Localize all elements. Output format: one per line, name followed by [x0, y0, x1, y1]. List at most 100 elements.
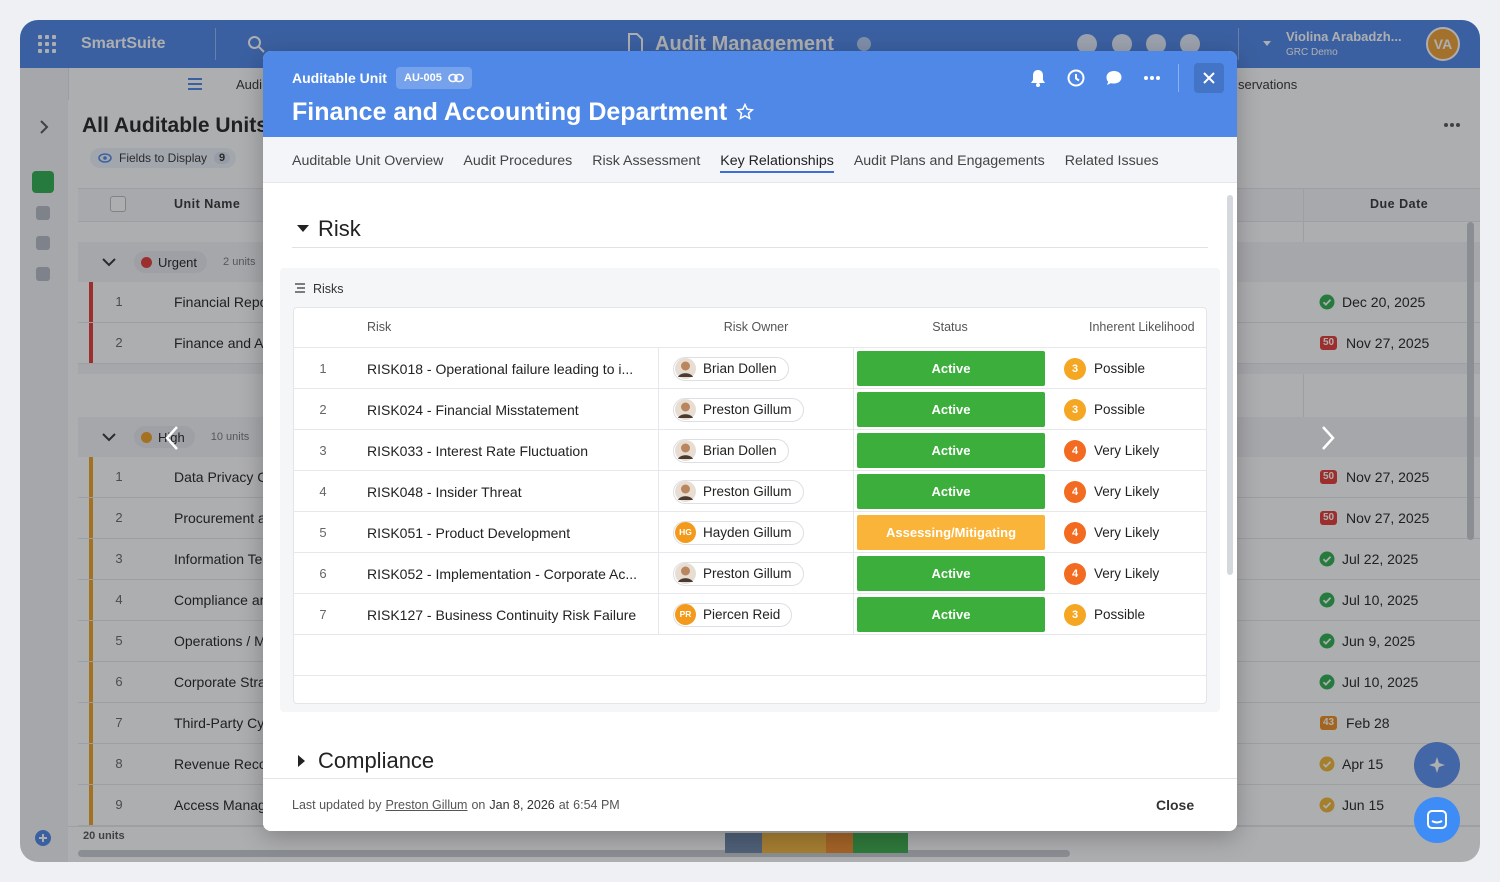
risk-name: RISK018 - Operational failure leading to…: [367, 360, 634, 377]
group-toggle-svg: [102, 433, 116, 442]
owner-chip[interactable]: Brian Dollen: [673, 356, 789, 381]
sidebar-active[interactable]: [32, 171, 54, 193]
header-action-icon[interactable]: [1111, 33, 1133, 55]
chat-button[interactable]: [1414, 797, 1460, 843]
owner-chip[interactable]: PR Piercen Reid: [673, 602, 793, 627]
unit-name: Third-Party Cy: [174, 715, 265, 731]
more-icon[interactable]: [1143, 75, 1161, 81]
ai-button[interactable]: [1414, 742, 1460, 788]
sidebar-icon[interactable]: [36, 236, 50, 250]
section-toggle-svg: [297, 225, 309, 232]
due-date: Jul 22, 2025: [1342, 551, 1419, 567]
row-divider: [294, 634, 1206, 635]
favorite-icon[interactable]: [736, 103, 755, 121]
group-dot: [141, 256, 152, 268]
column-header: Inherent Likelihood: [1089, 320, 1195, 334]
more-icon-svg: [1444, 123, 1460, 127]
priority-bar: [89, 785, 93, 825]
likelihood-label: Very Likely: [1094, 483, 1160, 499]
owner-avatar: [675, 358, 696, 379]
next-arrow[interactable]: [1320, 425, 1336, 451]
avatar-photo: [675, 563, 696, 584]
likelihood-score: 4: [1071, 526, 1079, 539]
updated-by: by: [368, 798, 382, 812]
notifications-icon[interactable]: [1030, 69, 1046, 87]
group-toggle[interactable]: [102, 433, 116, 442]
owner-chip[interactable]: Preston Gillum: [673, 479, 804, 504]
section-rule: [292, 247, 1208, 248]
owner-name: Piercen Reid: [703, 607, 781, 622]
owner-chip[interactable]: Brian Dollen: [673, 438, 789, 463]
close-link[interactable]: Close: [1156, 797, 1195, 813]
likelihood-label: Very Likely: [1094, 442, 1160, 458]
sidebar-icon[interactable]: [36, 206, 50, 220]
unit-name: Compliance ar: [174, 592, 265, 608]
risk-name: RISK033 - Interest Rate Fluctuation: [367, 442, 588, 459]
prev-arrow[interactable]: [164, 425, 180, 451]
risk-name: RISK048 - Insider Threat: [367, 483, 522, 500]
sidebar-icon[interactable]: [36, 267, 50, 281]
priority-bar: [89, 323, 93, 363]
user-avatar[interactable]: [1426, 27, 1460, 61]
unit-name: Financial Repo: [174, 294, 268, 310]
due-date: Feb 28: [1346, 715, 1390, 731]
fields-button[interactable]: Fields to Display 9: [90, 148, 237, 168]
record-id-badge[interactable]: AU-005: [396, 67, 472, 89]
updated-time: 6:54 PM: [573, 798, 620, 812]
due-badge: 50: [1320, 511, 1338, 525]
header-action-icon[interactable]: [1076, 33, 1098, 55]
apps-icon[interactable]: [38, 35, 56, 53]
add-icon[interactable]: [34, 829, 52, 847]
due-icon: [1319, 633, 1335, 649]
status-label: Active: [931, 401, 971, 417]
due-date: Nov 27, 2025: [1346, 469, 1430, 485]
more-icon[interactable]: [1443, 122, 1461, 128]
modal-footer: [263, 778, 1237, 831]
user-name: Violina Arabadzh...: [1286, 29, 1402, 44]
expand-icon[interactable]: [38, 120, 50, 134]
row-index: 5: [115, 633, 123, 648]
subtable-icon: [294, 282, 306, 294]
header-action-icon[interactable]: [1179, 33, 1201, 55]
comments-icon[interactable]: [1105, 69, 1123, 87]
view-title: All Auditable Units: [82, 114, 268, 137]
app-name: SmartSuite: [81, 35, 166, 52]
owner-chip[interactable]: Preston Gillum: [673, 397, 804, 422]
close-button[interactable]: [1194, 63, 1224, 93]
history-icon[interactable]: [1067, 69, 1085, 87]
status-label: Active: [931, 442, 971, 458]
owner-name: Brian Dollen: [703, 443, 777, 458]
v-scrollbar: [1467, 222, 1474, 540]
checkbox[interactable]: [110, 196, 126, 212]
section-toggle[interactable]: [297, 225, 309, 233]
priority-bar: [89, 621, 93, 661]
caret-icon: [1262, 40, 1272, 48]
row-index: 6: [319, 565, 327, 581]
due-icon-svg: [1319, 294, 1335, 310]
record-title: Finance and Accounting Department: [292, 97, 728, 126]
record-count: 20 units: [83, 830, 125, 842]
due-icon: [1319, 294, 1335, 310]
menu-icon[interactable]: [188, 78, 202, 90]
owner-chip[interactable]: HG Hayden Gillum: [673, 520, 804, 545]
header-action-icon[interactable]: [1145, 33, 1167, 55]
priority-bar: [89, 662, 93, 702]
due-badge: 43: [1320, 716, 1338, 730]
column-header: Status: [932, 320, 968, 334]
tabs: Auditable Unit Overview Audit Procedures R…: [292, 137, 1159, 183]
record-type: Auditable Unit: [292, 70, 387, 86]
owner-avatar: [675, 440, 696, 461]
nav-tab: servations: [1238, 77, 1298, 92]
eye-svg: [98, 153, 112, 163]
owner-chip[interactable]: Preston Gillum: [673, 561, 804, 586]
group-toggle[interactable]: [102, 258, 116, 267]
divider: [215, 28, 216, 60]
section-toggle[interactable]: [298, 755, 306, 767]
tab-bar: [263, 137, 1237, 183]
status-label: Assessing/Mitigating: [885, 524, 1017, 540]
likelihood-dot: [1064, 357, 1086, 380]
owner-avatar: [675, 399, 696, 420]
updated-user[interactable]: Preston Gillum: [385, 798, 468, 812]
notifications-icon-svg: [1031, 70, 1045, 87]
doc-icon-svg: [628, 33, 643, 53]
